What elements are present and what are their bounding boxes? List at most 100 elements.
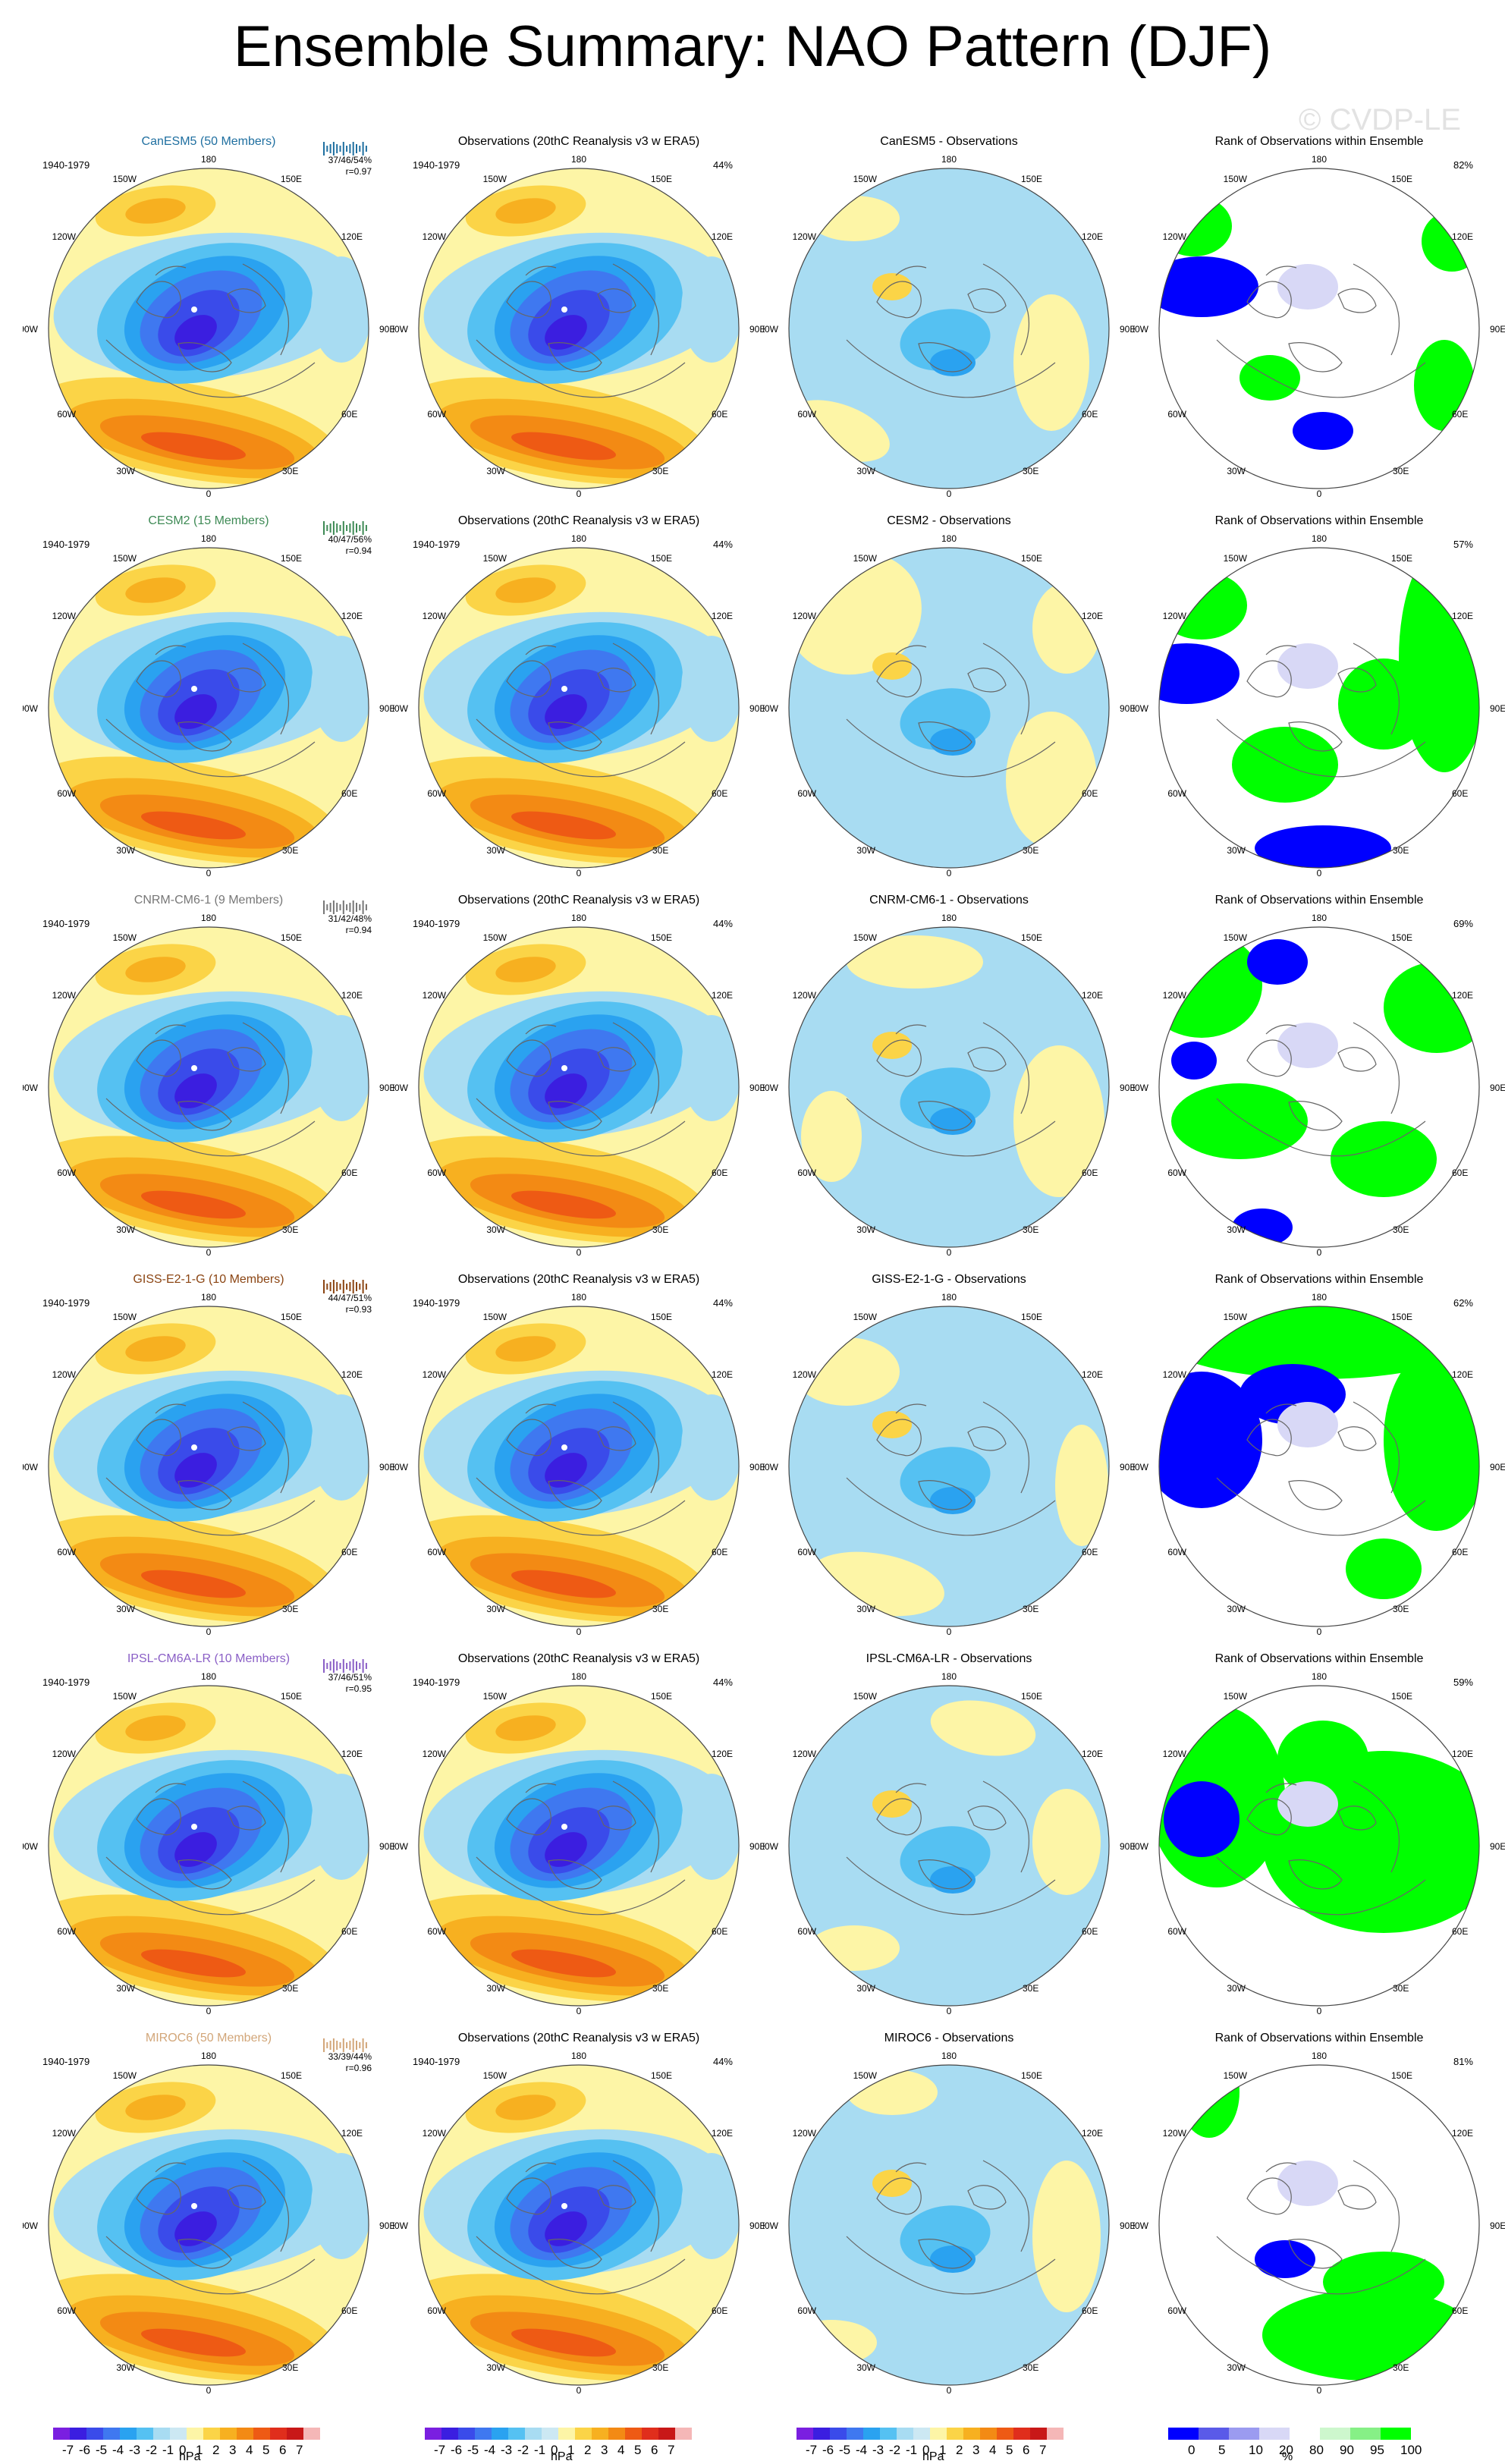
coastline	[136, 1039, 181, 1077]
colorbar-cell	[53, 2428, 70, 2440]
colorbar-cell	[1259, 2428, 1290, 2440]
pos-contour	[1032, 2161, 1101, 2312]
map-border	[788, 926, 1110, 1248]
polar-map: 180 150W 150E 120W 120E 90W 90E 60W 60E 30W 30E 0	[763, 533, 1135, 878]
pattern-correlation: r=0.94	[345, 925, 372, 935]
model-title: MIROC6 (50 Members)	[145, 2032, 272, 2044]
neg-contour	[681, 636, 739, 742]
member-bar	[336, 903, 338, 912]
period-label: 1940-1979	[413, 1297, 460, 1309]
model-title: GISS-E2-1-G (10 Members)	[133, 1273, 284, 1286]
coastline	[227, 2185, 266, 2210]
lon-label-ne2: 120E	[1082, 231, 1103, 242]
coastline	[990, 1120, 1056, 1154]
coastline	[178, 1859, 232, 1890]
coastline	[476, 2236, 621, 2295]
coastline	[876, 1039, 922, 1077]
lon-label-ne2: 120E	[712, 990, 733, 1001]
period-label: 1940-1979	[413, 918, 460, 929]
coastline	[227, 1047, 266, 1072]
neg-contour	[930, 1487, 976, 1514]
lon-label-s: 0	[1317, 2006, 1322, 2016]
lon-label-nw2: 120W	[1163, 1369, 1187, 1380]
member-bar	[326, 1663, 328, 1669]
neg-contour	[681, 1774, 739, 1880]
coastline	[982, 2160, 1029, 2252]
coastline	[612, 643, 659, 735]
obs-pct: 44%	[712, 1677, 733, 1688]
coastline	[506, 1419, 551, 1457]
member-bar	[336, 523, 338, 533]
pos-contour	[495, 957, 556, 982]
coastline	[1265, 2162, 1297, 2173]
lon-label-nw2: 120W	[1163, 990, 1187, 1001]
lon-label-s: 0	[577, 1626, 582, 1637]
colorbar-tick-label: 6	[1023, 2443, 1030, 2457]
lon-label-w: 90W	[393, 1841, 409, 1852]
coastline	[242, 643, 289, 735]
lon-label-e: 90E	[749, 2220, 765, 2231]
pole-marker	[561, 1444, 567, 1450]
lon-label-sw2: 30W	[486, 1983, 505, 1994]
lon-label-ne2: 120E	[1452, 990, 1473, 1001]
map-border	[418, 926, 740, 1248]
lon-label-se2: 30E	[652, 1604, 668, 1614]
member-bar	[352, 142, 354, 156]
lon-label-ne1: 150E	[651, 1312, 672, 1322]
obs-pct: 44%	[712, 1297, 733, 1309]
coastline	[620, 741, 686, 775]
lon-label-sw1: 60W	[797, 1168, 816, 1178]
panel-diff-4: 180 150W 150E 120W 120E 90W 90E 60W 60E 30W 30E 0 IP…	[763, 1630, 1135, 2016]
member-bar	[359, 904, 361, 910]
lon-label-e: 90E	[1490, 1083, 1505, 1093]
rank-low-region	[1255, 2240, 1315, 2278]
colorbar-cell	[608, 2428, 625, 2440]
rank-high-region	[1277, 1721, 1368, 1796]
panel-obs-4: 180 150W 150E 120W 120E 90W 90E 60W 60E 30W 30E 0 19…	[393, 1630, 765, 2016]
lon-label-nw2: 120W	[1163, 1749, 1187, 1759]
period-label: 1940-1979	[413, 2056, 460, 2067]
member-bar	[356, 1661, 357, 1670]
lon-label-nw2: 120W	[52, 1369, 77, 1380]
lon-label-nw1: 150W	[113, 1691, 137, 1702]
lon-label-ne1: 150E	[1391, 174, 1412, 184]
pos-contour	[141, 1570, 246, 1598]
lon-label-sw1: 60W	[1167, 788, 1186, 799]
lon-label-se1: 60E	[1082, 2305, 1098, 2316]
lon-label-n: 180	[571, 913, 586, 923]
map-border	[1158, 547, 1480, 869]
lon-label-se2: 30E	[1393, 1604, 1409, 1614]
coastline	[548, 1480, 602, 1510]
map-background	[789, 548, 1109, 868]
member-bar	[326, 146, 328, 152]
neg-contour	[174, 1073, 217, 1108]
colorbar-cell	[675, 2428, 692, 2440]
lon-label-sw2: 30W	[486, 1224, 505, 1235]
member-bar	[356, 523, 357, 533]
colorbar-tick-label: 3	[601, 2443, 608, 2457]
lon-label-n: 180	[1312, 2051, 1327, 2061]
lon-label-s: 0	[947, 1626, 952, 1637]
colorbar-cell	[1199, 2428, 1229, 2440]
obs-title: Observations (20thC Reanalysis v3 w ERA5…	[457, 2032, 700, 2044]
coastline	[136, 660, 181, 698]
lon-label-n: 180	[201, 2051, 216, 2061]
coastline	[846, 1856, 991, 1916]
coastline	[242, 1780, 289, 1873]
colorbar-tick-label: -6	[451, 2443, 463, 2457]
coastline	[1337, 2185, 1377, 2210]
lon-label-s: 0	[206, 2006, 212, 2016]
lon-label-sw2: 30W	[1227, 845, 1246, 856]
colorbar-tick-label: -1	[162, 2443, 174, 2457]
lon-label-n: 180	[571, 1671, 586, 1682]
pole-marker	[191, 2203, 197, 2209]
coastline	[612, 1022, 659, 1114]
lon-label-se2: 30E	[1023, 845, 1038, 856]
lon-label-s: 0	[947, 1247, 952, 1258]
pattern-stats: 31/42/48% r=0.94	[319, 913, 372, 936]
model-title: CNRM-CM6-1 (9 Members)	[134, 894, 284, 907]
member-bar	[323, 521, 325, 535]
colorbar-cell	[1290, 2428, 1320, 2440]
lon-label-se1: 60E	[1082, 788, 1098, 799]
coastline	[1337, 668, 1377, 693]
